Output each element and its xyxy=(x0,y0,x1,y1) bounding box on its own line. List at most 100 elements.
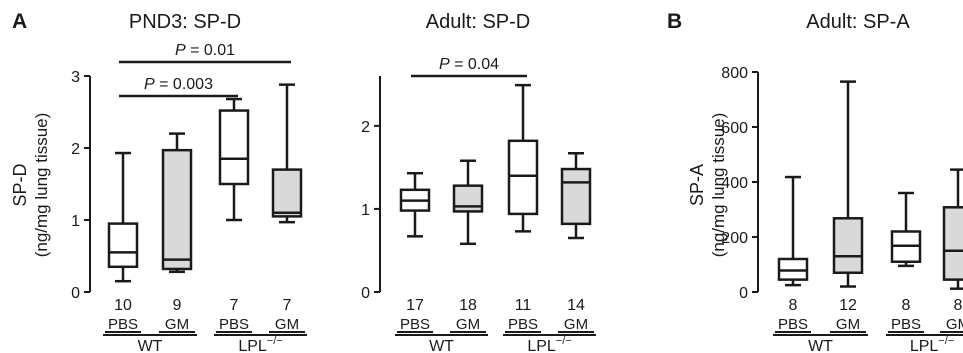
group-2: LPL−/− xyxy=(886,334,963,353)
group-label: WT xyxy=(808,338,833,353)
n-label: 14 xyxy=(567,297,585,314)
treatment-label: GM xyxy=(165,316,189,333)
box-plot-3: 8 PBS xyxy=(888,191,924,333)
box-plot-2: 9 GM xyxy=(159,132,195,333)
significance-bar-1: P = 0.003 xyxy=(119,76,238,98)
group-label-superscript: −/− xyxy=(556,335,572,347)
treatment-label: PBS xyxy=(108,316,138,333)
y-axis-label: SP-D xyxy=(10,163,30,206)
y-tick-label: 2 xyxy=(361,119,370,136)
p-value-label: P = 0.04 xyxy=(439,56,499,73)
group-label: LPL−/− xyxy=(238,335,282,353)
box-iqr xyxy=(271,168,303,218)
n-label: 18 xyxy=(459,297,477,314)
y-tick-label: 1 xyxy=(361,202,370,219)
box-plot-2: 18 GM xyxy=(450,159,486,333)
box-iqr xyxy=(507,139,539,216)
n-label: 12 xyxy=(839,297,857,314)
box-iqr xyxy=(832,217,864,275)
box-plot-4: 8 GM xyxy=(940,168,963,333)
box-iqr xyxy=(107,222,139,269)
n-label: 10 xyxy=(114,297,132,314)
p-value: = 0.04 xyxy=(450,56,499,73)
chart-panel-3: B Adult: SP-A SP-A (ng/mg lung tissue) 0 200 4… xyxy=(667,10,963,353)
box-iqr xyxy=(218,109,250,186)
y-tick-label: 200 xyxy=(721,230,748,247)
y-axis-label: SP-A xyxy=(687,164,707,206)
chart-title: Adult: SP-D xyxy=(426,11,530,33)
n-label: 8 xyxy=(902,297,911,314)
n-label: 11 xyxy=(515,297,532,314)
group-label-text: LPL xyxy=(527,338,556,353)
y-tick-label: 600 xyxy=(721,120,748,137)
group-label-text: LPL xyxy=(238,338,267,353)
chart-title: Adult: SP-A xyxy=(806,11,910,33)
group-1: WT xyxy=(773,334,868,353)
chart-panel-1: A PND3: SP-D SP-D (ng/mg lung tissue) 0 1 2 3 10… xyxy=(10,10,307,353)
group-1: WT xyxy=(103,334,197,353)
p-symbol: P xyxy=(175,42,186,59)
p-symbol: P xyxy=(144,76,155,93)
treatment-label: GM xyxy=(456,316,480,333)
significance-bar-2: P = 0.01 xyxy=(119,42,291,64)
group-label-text: WT xyxy=(429,338,454,353)
p-symbol: P xyxy=(439,56,450,73)
treatment-label: GM xyxy=(946,316,963,333)
group-label-text: WT xyxy=(138,338,163,353)
treatment-label: PBS xyxy=(219,316,249,333)
treatment-label: PBS xyxy=(508,316,538,333)
y-tick-label: 800 xyxy=(721,65,748,82)
box-plot-1: 17 PBS xyxy=(397,171,433,333)
group-label-text: WT xyxy=(808,338,833,353)
p-value-label: P = 0.003 xyxy=(144,76,213,93)
y-tick-label: 2 xyxy=(71,141,80,158)
treatment-label: GM xyxy=(564,316,588,333)
treatment-label: PBS xyxy=(891,316,921,333)
significance-bar-1: P = 0.04 xyxy=(411,56,527,78)
treatment-label: GM xyxy=(836,316,860,333)
treatment-label: GM xyxy=(275,316,299,333)
p-value-label: P = 0.01 xyxy=(175,42,235,59)
n-label: 7 xyxy=(283,297,292,314)
group-2: LPL−/− xyxy=(503,334,596,353)
n-label: 8 xyxy=(789,297,798,314)
group-label-superscript: −/− xyxy=(267,335,283,347)
treatment-label: PBS xyxy=(400,316,430,333)
group-label: WT xyxy=(429,338,454,353)
box-iqr xyxy=(161,148,193,271)
box-plot-4: 7 GM xyxy=(269,83,305,333)
group-label: LPL−/− xyxy=(910,335,954,353)
y-axis-unit: (ng/mg lung tissue) xyxy=(32,113,51,258)
y-tick-label: 1 xyxy=(71,213,80,230)
box-plot-4: 14 GM xyxy=(558,152,594,333)
y-tick-label: 400 xyxy=(721,175,748,192)
y-tick-label: 0 xyxy=(361,285,370,302)
group-label: WT xyxy=(138,338,163,353)
y-tick-label: 3 xyxy=(71,69,80,86)
n-label: 17 xyxy=(406,297,424,314)
box-plot-3: 7 PBS xyxy=(216,97,252,333)
n-label: 9 xyxy=(173,297,182,314)
y-tick-label: 0 xyxy=(71,285,80,302)
group-label-text: LPL xyxy=(910,338,939,353)
group-label-superscript: −/− xyxy=(938,335,954,347)
box-plot-2: 12 GM xyxy=(830,80,866,333)
y-tick-label: 0 xyxy=(739,285,748,302)
n-label: 8 xyxy=(954,297,963,314)
n-label: 7 xyxy=(230,297,239,314)
panel-letter: B xyxy=(667,10,682,33)
box-iqr xyxy=(560,167,592,226)
p-value: = 0.003 xyxy=(155,76,213,93)
group-2: LPL−/− xyxy=(214,334,307,353)
box-plot-3: 11 PBS xyxy=(505,83,541,333)
box-plot-1: 8 PBS xyxy=(775,175,811,333)
y-axis-unit: (ng/mg lung tissue) xyxy=(709,113,728,258)
group-1: WT xyxy=(395,334,488,353)
box-plot-1: 10 PBS xyxy=(105,151,141,333)
chart-title: PND3: SP-D xyxy=(129,11,241,33)
treatment-label: PBS xyxy=(778,316,808,333)
group-label: LPL−/− xyxy=(527,335,571,353)
box-iqr xyxy=(942,206,963,281)
panel-letter: A xyxy=(12,10,27,33)
